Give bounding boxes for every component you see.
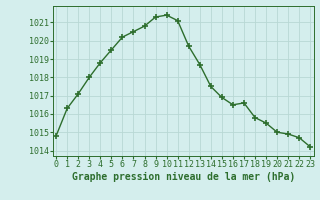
X-axis label: Graphe pression niveau de la mer (hPa): Graphe pression niveau de la mer (hPa) bbox=[72, 172, 295, 182]
